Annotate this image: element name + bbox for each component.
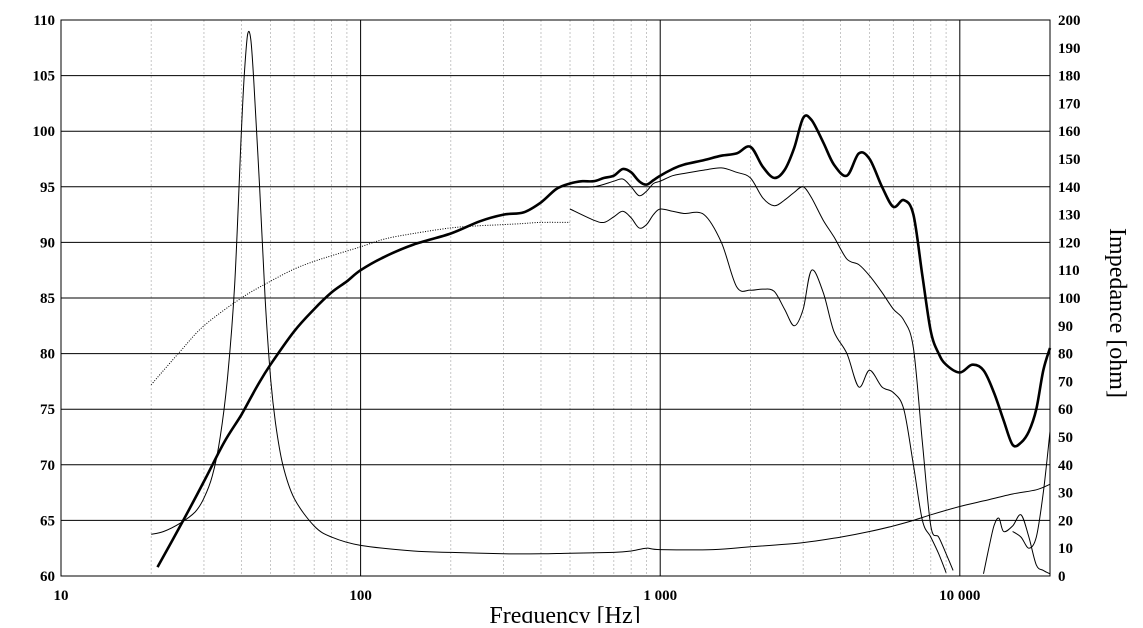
- series-line-3: [983, 514, 1051, 575]
- y-right-tick-label: 130: [1058, 208, 1081, 224]
- x-tick-label: 10: [54, 588, 69, 604]
- y-right-tick-label: 70: [1058, 374, 1073, 390]
- y-right-tick-label: 40: [1058, 458, 1073, 474]
- y-left-tick-label: 110: [33, 13, 55, 29]
- series-line-6: [151, 30, 1051, 555]
- y-right-tick-label: 100: [1058, 291, 1081, 307]
- y-right-tick-label: 150: [1058, 152, 1081, 168]
- y-right-tick-label: 160: [1058, 124, 1081, 140]
- plot-frame: [60, 19, 1051, 577]
- x-tick-label: 10 000: [939, 588, 980, 604]
- y-left-tick-label: 100: [33, 124, 56, 140]
- series-group: [150, 30, 1052, 575]
- y-right-tick-label: 90: [1058, 319, 1073, 335]
- y-right-tick-label: 120: [1058, 235, 1081, 251]
- y-left-tick-label: 80: [40, 347, 55, 363]
- y-right-tick-label: 140: [1058, 180, 1081, 196]
- series-line-4: [1012, 431, 1051, 549]
- y-right-tick-label: 20: [1058, 513, 1073, 529]
- y-right-tick-label: 0: [1058, 569, 1066, 585]
- series-line-2: [569, 208, 947, 573]
- series-line-5: [150, 221, 571, 386]
- y-right-tick-label: 200: [1058, 13, 1081, 29]
- y-right-tick-label: 180: [1058, 69, 1081, 85]
- y-left-tick-label: 95: [40, 180, 55, 196]
- tick-labels: 60 65 70 75 80 85 90 95 100 105 110 0 10 20 30 40 50 60 70…: [33, 13, 1081, 604]
- y-right-tick-label: 80: [1058, 347, 1073, 363]
- y-right-tick-label: 110: [1058, 263, 1080, 279]
- y-axis-right-label: Impedance [ohm]: [1104, 228, 1130, 398]
- y-right-tick-label: 170: [1058, 96, 1081, 112]
- y-left-tick-label: 85: [40, 291, 55, 307]
- y-left-tick-label: 65: [40, 513, 55, 529]
- y-right-tick-label: 10: [1058, 541, 1073, 557]
- y-left-tick-label: 90: [40, 235, 55, 251]
- series-line-0: [156, 114, 1052, 568]
- y-right-tick-label: 50: [1058, 430, 1073, 446]
- y-left-tick-label: 60: [40, 569, 55, 585]
- y-right-tick-label: 190: [1058, 41, 1081, 57]
- series-line-1: [569, 167, 954, 571]
- y-right-tick-label: 60: [1058, 402, 1073, 418]
- y-left-tick-label: 75: [40, 402, 55, 418]
- y-left-tick-label: 70: [40, 458, 55, 474]
- x-tick-label: 100: [349, 588, 372, 604]
- y-right-tick-label: 30: [1058, 486, 1073, 502]
- x-tick-label: 1 000: [643, 588, 677, 604]
- x-axis-label: Frequency [Hz]: [489, 603, 640, 623]
- y-left-tick-label: 105: [33, 69, 56, 85]
